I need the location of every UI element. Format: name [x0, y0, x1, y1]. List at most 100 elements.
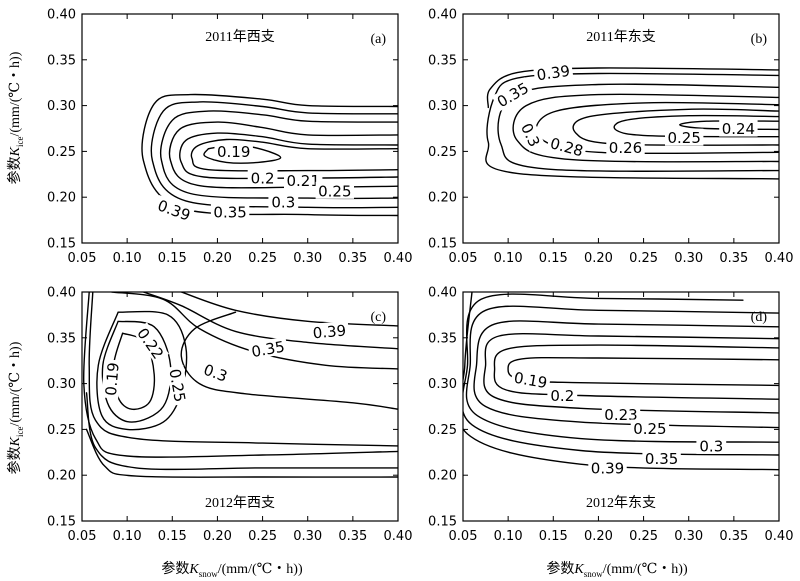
x-tick-label: 0.05 [449, 529, 478, 544]
contour-label-text: 0.24 [722, 120, 755, 138]
contour-label-text: 0.39 [312, 321, 347, 342]
contour-label-text: 0.25 [318, 182, 351, 200]
y-tick-label: 0.35 [428, 53, 457, 68]
contour-line [85, 428, 398, 478]
contour-label-bg [284, 171, 323, 189]
contour-line [473, 320, 779, 429]
contour-line [507, 356, 779, 387]
contour-label: 0.23 [601, 405, 641, 424]
x-tick-label: 0.30 [674, 529, 703, 544]
contour-label-text: 0.26 [609, 139, 642, 157]
contour-label-text: 0.19 [513, 369, 549, 393]
contour-label-text: 0.19 [102, 362, 123, 397]
y-tick-label: 0.25 [428, 423, 457, 438]
contour-label: 0.25 [315, 181, 354, 200]
x-tick-label: 0.35 [338, 529, 367, 544]
contour-label: 0.2 [247, 169, 278, 188]
contour-label-bg [198, 359, 233, 386]
contour-line [88, 292, 398, 447]
contour-label: 0.39 [533, 61, 574, 84]
x-tick-label: 0.40 [765, 529, 794, 544]
contour-line [180, 311, 398, 410]
contour-label-text: 0.25 [667, 129, 700, 147]
contour-line [85, 392, 398, 471]
contour-label-text: 0.35 [645, 450, 678, 468]
contour-label-bg [247, 336, 289, 361]
contour-label-bg [309, 320, 350, 342]
panel-title: 2012年东支 [586, 495, 656, 511]
x-tick-label: 0.10 [494, 529, 523, 544]
y-axis-label-bottom: 参数Kice/(mm/(℃・h)) [6, 341, 25, 474]
x-tick-label: 0.30 [293, 251, 322, 266]
contour-label: 0.19 [101, 359, 123, 399]
x-tick-label: 0.15 [158, 251, 187, 266]
contour-label-bg [547, 386, 578, 404]
contour-label-bg [153, 194, 196, 225]
contour-line [463, 293, 779, 456]
y-tick-label: 0.15 [47, 237, 76, 252]
x-tick-label: 0.20 [584, 529, 613, 544]
x-tick-label: 0.15 [158, 529, 187, 544]
contour-label-bg [210, 202, 250, 220]
contour-line [82, 292, 398, 458]
y-tick-label: 0.35 [428, 331, 457, 346]
contour-label: 0.39 [153, 194, 196, 225]
contour-label-text: 0.25 [165, 367, 189, 403]
contour-lines-d [463, 292, 779, 471]
x-tick-label: 0.05 [68, 251, 97, 266]
contour-label-bg [491, 77, 534, 112]
y-tick-label: 0.40 [47, 286, 76, 301]
x-tick-label: 0.40 [384, 529, 413, 544]
contour-label-bg [533, 61, 574, 84]
panel-b: 0.240.250.260.280.30.350.390.05 0.10 0.15 0… [428, 8, 793, 267]
contour-label: 0.25 [165, 364, 190, 406]
contour-label-bg [606, 138, 645, 156]
contour-label-bg [630, 419, 670, 437]
contour-label: 0.3 [198, 359, 233, 386]
contour-label: 0.3 [696, 436, 727, 455]
contour-line [535, 101, 779, 155]
y-tick-label: 0.20 [428, 191, 457, 206]
contour-label: 0.3 [268, 192, 299, 211]
panel-d: 0.190.20.230.250.30.350.390.05 0.10 0.15 0.… [428, 286, 793, 545]
panel-a: 0.190.2 0.210.250.30.350.390.05 0.10 0.15 0.… [47, 8, 412, 267]
contour-line [150, 101, 398, 209]
y-tick-label: 0.40 [428, 286, 457, 301]
y-tick-label: 0.30 [428, 377, 457, 392]
contour-label-bg [247, 169, 278, 186]
contour-line [465, 305, 779, 443]
x-tick-label: 0.25 [629, 251, 658, 266]
y-tick-label: 0.35 [47, 53, 76, 68]
y-tick-label: 0.35 [47, 331, 76, 346]
x-tick-label: 0.10 [494, 251, 523, 266]
panel-title: 2012年西支 [205, 495, 275, 511]
x-tick-label: 0.05 [449, 251, 478, 266]
y-tick-label: 0.20 [47, 469, 76, 484]
contour-line [180, 292, 398, 327]
contour-line [493, 344, 779, 400]
contour-label: 0.35 [642, 449, 681, 468]
contour-lines-a [141, 93, 398, 217]
contour-label-text: 0.35 [213, 203, 246, 221]
x-tick-label: 0.25 [248, 529, 277, 544]
contour-line [141, 93, 398, 217]
contour-label-text: 0.19 [217, 143, 250, 161]
x-tick-label: 0.30 [293, 529, 322, 544]
contour-label-bg [268, 192, 299, 210]
contour-label-text: 0.28 [548, 134, 585, 160]
contour-label-bg [510, 367, 552, 392]
contour-label: 0.39 [309, 320, 350, 342]
contour-label: 0.35 [247, 336, 289, 361]
contour-label-bg [166, 364, 190, 406]
contour-label-bg [214, 142, 253, 160]
contour-label-bg [315, 181, 354, 199]
x-tick-label: 0.30 [674, 251, 703, 266]
x-tick-label: 0.40 [384, 251, 413, 266]
contour-label: 0.26 [606, 138, 645, 157]
contour-label: 0.19 [214, 142, 253, 161]
x-tick-label: 0.35 [338, 251, 367, 266]
y-tick-label: 0.15 [428, 515, 457, 530]
contour-label-text: 0.3 [699, 437, 723, 455]
x-axis-label-left: 参数Ksnow/(mm/(℃・h)) [161, 560, 303, 579]
